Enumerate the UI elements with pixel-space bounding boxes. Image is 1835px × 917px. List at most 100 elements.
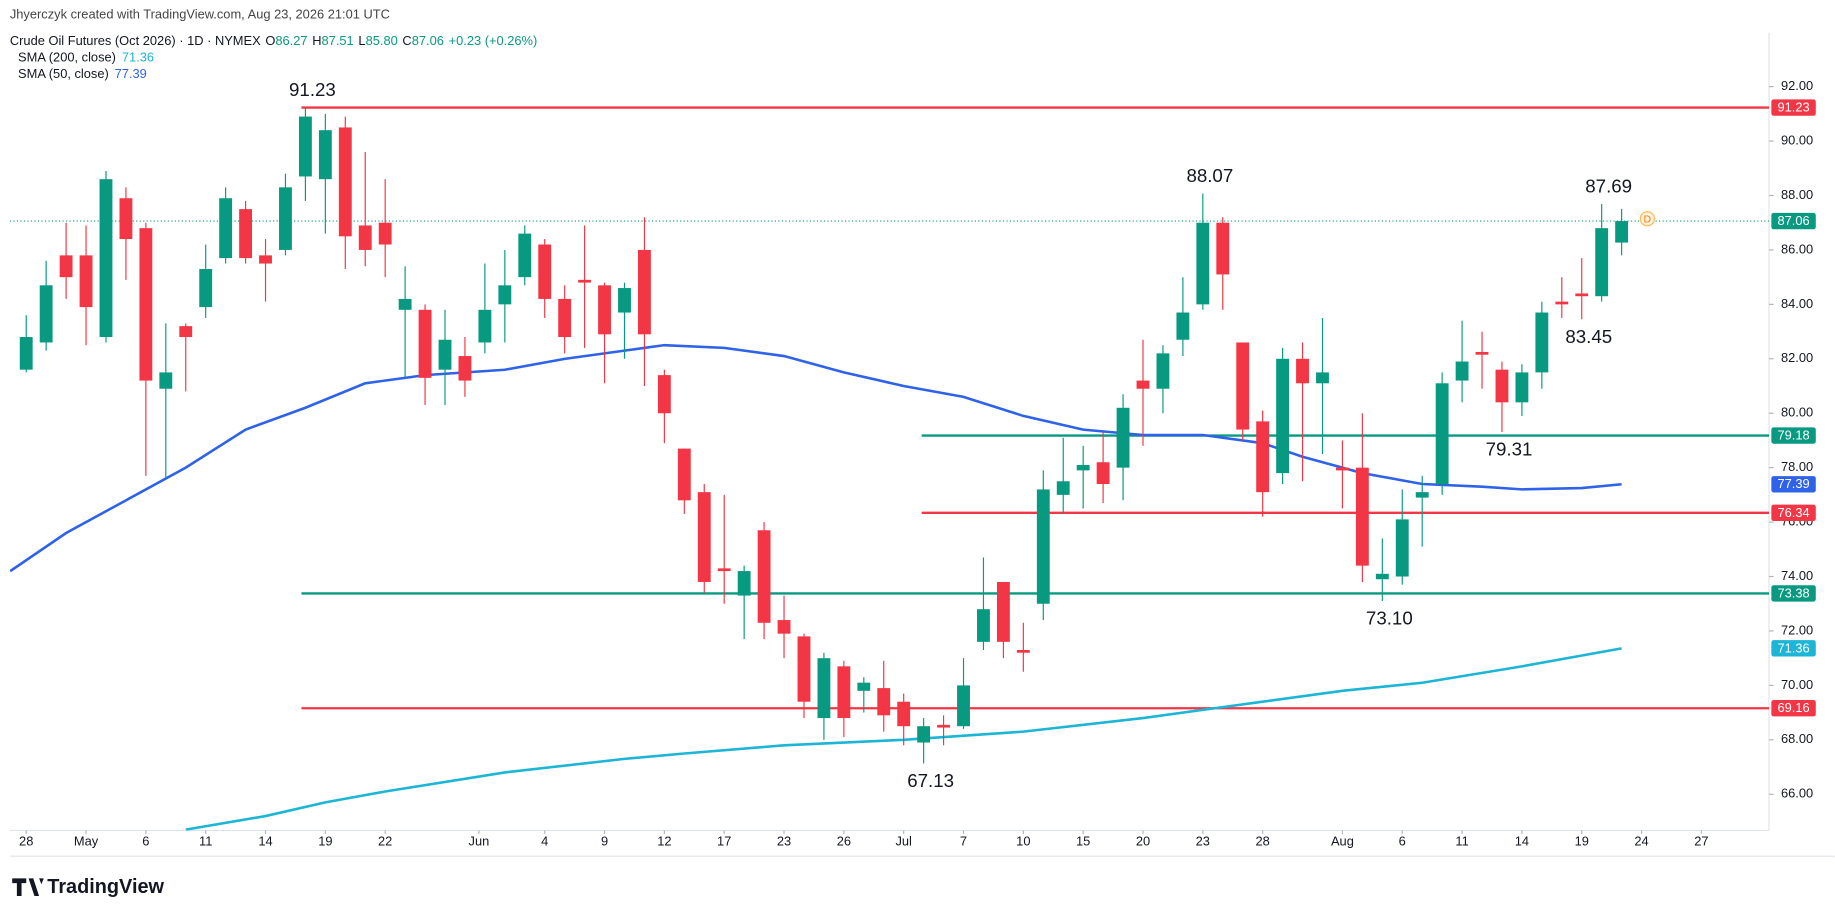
x-tick-label: 26 — [837, 834, 851, 849]
candle-body — [757, 530, 771, 623]
x-tick-label: 20 — [1136, 834, 1150, 849]
ohlc-key: L — [358, 33, 365, 48]
candle-body — [318, 130, 332, 180]
x-tick-label: 19 — [1575, 834, 1589, 849]
price-tag — [1771, 700, 1816, 717]
x-tick-label: 15 — [1076, 834, 1090, 849]
candle-body — [298, 116, 312, 177]
candle-body — [458, 356, 472, 381]
candle-body — [498, 285, 512, 305]
candle-body — [717, 568, 731, 572]
brand: TradingView — [47, 876, 164, 898]
candle-body — [578, 279, 592, 283]
price-tag — [1771, 427, 1816, 444]
x-tick-label: 10 — [1016, 834, 1030, 849]
candle-body — [977, 609, 990, 642]
candle-body — [637, 249, 651, 335]
ohlc-value: 86.27 — [275, 33, 307, 48]
candle-body — [239, 209, 253, 259]
candle-body — [1096, 462, 1110, 484]
candle-body — [418, 309, 432, 378]
y-tick-label: 80.00 — [1781, 405, 1813, 420]
candle-body — [1375, 573, 1389, 580]
candle-body — [259, 255, 272, 264]
y-tick-label: 88.00 — [1781, 187, 1813, 202]
candle-body — [79, 255, 93, 308]
legend-name: SMA (50, close) — [18, 66, 109, 81]
candle-body — [917, 726, 931, 743]
x-tick-label: 6 — [142, 834, 149, 849]
y-tick-label: 90.00 — [1781, 132, 1813, 147]
candle-body — [598, 285, 611, 335]
candle-body — [1296, 358, 1309, 384]
candle-body — [837, 666, 851, 719]
price-tag-label: 73.38 — [1777, 585, 1809, 600]
legend-value: 71.36 — [122, 50, 154, 65]
candle-body — [657, 375, 671, 414]
x-tick-label: 6 — [1399, 834, 1406, 849]
marker-label: D — [1644, 214, 1652, 226]
candle-body — [1056, 481, 1070, 495]
x-tick-label: 19 — [318, 834, 332, 849]
candle-body — [1355, 467, 1369, 566]
candle-body — [777, 620, 791, 634]
candle-body — [358, 225, 372, 250]
y-tick-label: 66.00 — [1781, 786, 1813, 801]
price-tag — [1771, 212, 1816, 230]
candle-body — [139, 228, 153, 381]
annotation: 91.23 — [289, 79, 336, 100]
candle-body — [1016, 650, 1030, 653]
x-tick-label: 9 — [601, 834, 608, 849]
sma-line — [9, 343, 1622, 573]
ohlc-key: O — [265, 33, 275, 48]
price-tag — [1771, 504, 1816, 522]
y-tick-label: 78.00 — [1781, 459, 1813, 474]
y-tick-label: 72.00 — [1781, 622, 1813, 637]
x-tick-label: 12 — [657, 834, 671, 849]
candle-body — [937, 724, 951, 728]
candle-body — [478, 309, 492, 343]
annotation: 73.10 — [1366, 608, 1413, 629]
annotation: 88.07 — [1186, 165, 1233, 186]
candle-body — [398, 298, 412, 310]
price-tag — [1771, 99, 1816, 116]
candle-body — [817, 658, 831, 719]
candle-body — [957, 685, 970, 727]
candle-body — [897, 701, 911, 727]
ohlc-key: H — [312, 33, 321, 48]
candle-body — [1076, 464, 1090, 471]
x-tick-label: 14 — [258, 834, 272, 849]
x-tick-label: 7 — [960, 834, 967, 849]
x-tick-label: 17 — [717, 834, 731, 849]
plot-area — [9, 106, 1769, 831]
candle-body — [338, 127, 352, 237]
x-tick-label: 11 — [1455, 834, 1468, 849]
x-tick-label: 28 — [1255, 834, 1269, 849]
candle-body — [159, 372, 173, 389]
candle-body — [1615, 221, 1629, 243]
x-tick-label: 14 — [1515, 834, 1529, 849]
candle-body — [1595, 228, 1609, 297]
axes: 66.0068.0070.0072.0074.0076.0078.0080.00… — [19, 78, 1816, 849]
annotation: 67.13 — [907, 770, 954, 791]
y-tick-label: 74.00 — [1781, 568, 1813, 583]
candle-body — [1475, 351, 1489, 355]
candle-body — [1236, 342, 1250, 430]
candle-body — [737, 571, 751, 596]
candle-body — [438, 339, 452, 370]
y-tick-label: 86.00 — [1781, 241, 1813, 256]
candle-body — [59, 255, 73, 278]
candle-body — [1535, 312, 1549, 373]
x-tick-label: 28 — [19, 834, 33, 849]
candle-body — [677, 448, 691, 501]
candle-body — [697, 492, 711, 582]
candle-body — [219, 198, 233, 259]
candle-body — [1036, 489, 1050, 604]
y-tick-label: 68.00 — [1781, 731, 1813, 746]
candle-body — [1495, 369, 1509, 403]
ohlc-value: 87.51 — [322, 33, 354, 48]
legend-entry: SMA (200, close) 71.36 — [18, 50, 154, 65]
legend-value: 77.39 — [115, 66, 147, 81]
price-tag-label: 69.16 — [1777, 700, 1809, 715]
